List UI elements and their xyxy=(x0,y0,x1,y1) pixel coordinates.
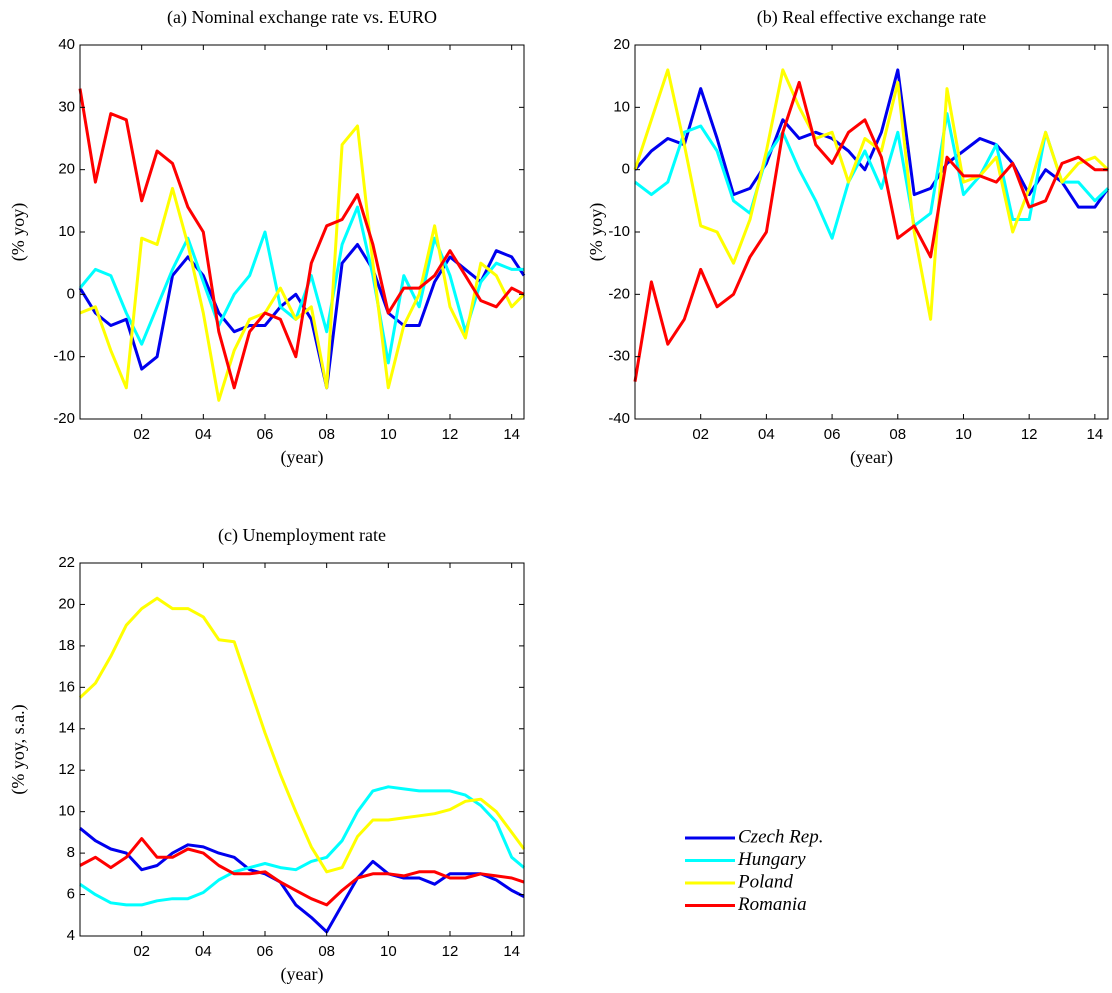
y-tick-label: 8 xyxy=(67,844,75,861)
x-axis-label: (year) xyxy=(281,964,324,985)
chart-title: (b) Real effective exchange rate xyxy=(757,7,987,28)
x-tick-label: 14 xyxy=(503,426,520,443)
plot-area xyxy=(80,563,524,936)
series-line: Czech Rep. xyxy=(633,68,1110,209)
series-line xyxy=(79,837,525,907)
y-tick-label: 16 xyxy=(58,678,75,695)
x-axis-label: (year) xyxy=(850,447,893,468)
x-tick-label: 04 xyxy=(758,426,775,443)
y-tick-label: 20 xyxy=(613,36,630,53)
x-axis-label: (year) xyxy=(281,447,324,468)
x-tick-label: 02 xyxy=(133,426,150,443)
x-tick-label: 04 xyxy=(195,426,212,443)
y-tick-label: 6 xyxy=(67,886,75,903)
series-line: Romania xyxy=(633,80,1108,382)
y-tick-label: -10 xyxy=(53,348,75,365)
series-line: Poland xyxy=(633,68,1110,321)
x-tick-label: 10 xyxy=(955,426,972,443)
y-tick-label: 10 xyxy=(58,223,75,240)
x-tick-label: 12 xyxy=(442,426,459,443)
x-tick-label: 12 xyxy=(1021,426,1038,443)
x-tick-label: 06 xyxy=(257,943,274,960)
x-tick-label: 08 xyxy=(889,426,906,443)
legend-label: Hungary xyxy=(737,849,806,870)
plot-area xyxy=(80,45,524,419)
y-tick-label: -30 xyxy=(608,348,630,365)
y-tick-label: -20 xyxy=(608,285,630,302)
chart-title: (a) Nominal exchange rate vs. EURO xyxy=(167,7,437,28)
y-tick-label: 14 xyxy=(58,720,75,737)
x-tick-label: 06 xyxy=(824,426,841,443)
x-tick-label: 12 xyxy=(442,943,459,960)
legend-label: Romania xyxy=(737,894,807,915)
legend-label: Czech Rep. xyxy=(738,826,823,847)
series-line xyxy=(78,596,526,874)
y-tick-label: 20 xyxy=(58,595,75,612)
series-line: Hungary xyxy=(78,205,524,365)
y-axis-label: (% yoy) xyxy=(8,203,29,261)
x-tick-label: 04 xyxy=(195,943,212,960)
chart-title: (c) Unemployment rate xyxy=(218,525,386,546)
y-tick-label: -40 xyxy=(608,410,630,427)
y-axis-label: (% yoy, s.a.) xyxy=(8,704,29,794)
y-axis-label: (% yoy) xyxy=(586,203,607,261)
y-tick-label: 18 xyxy=(58,637,75,654)
y-tick-label: 10 xyxy=(58,803,75,820)
y-tick-label: 4 xyxy=(67,927,75,944)
y-tick-label: 20 xyxy=(58,161,75,178)
x-tick-label: 02 xyxy=(133,943,150,960)
x-tick-label: 14 xyxy=(1087,426,1104,443)
x-tick-label: 14 xyxy=(503,943,520,960)
x-tick-label: 10 xyxy=(380,943,397,960)
y-tick-label: 22 xyxy=(58,554,75,571)
y-tick-label: 12 xyxy=(58,761,75,778)
y-tick-label: -10 xyxy=(608,223,630,240)
y-tick-label: 40 xyxy=(58,36,75,53)
x-tick-label: 08 xyxy=(318,943,335,960)
series-line xyxy=(79,785,525,907)
legend-label: Poland xyxy=(737,871,793,892)
y-tick-label: 0 xyxy=(67,285,75,302)
series-line: Romania xyxy=(78,88,525,390)
x-tick-label: 10 xyxy=(380,426,397,443)
axes-box xyxy=(79,562,525,937)
x-tick-label: 02 xyxy=(692,426,709,443)
y-tick-label: 10 xyxy=(613,98,630,115)
y-tick-label: -20 xyxy=(53,410,75,427)
series-line xyxy=(79,827,525,934)
x-tick-label: 06 xyxy=(257,426,274,443)
x-tick-label: 08 xyxy=(318,426,335,443)
y-tick-label: 0 xyxy=(622,161,630,178)
y-tick-label: 30 xyxy=(58,98,75,115)
